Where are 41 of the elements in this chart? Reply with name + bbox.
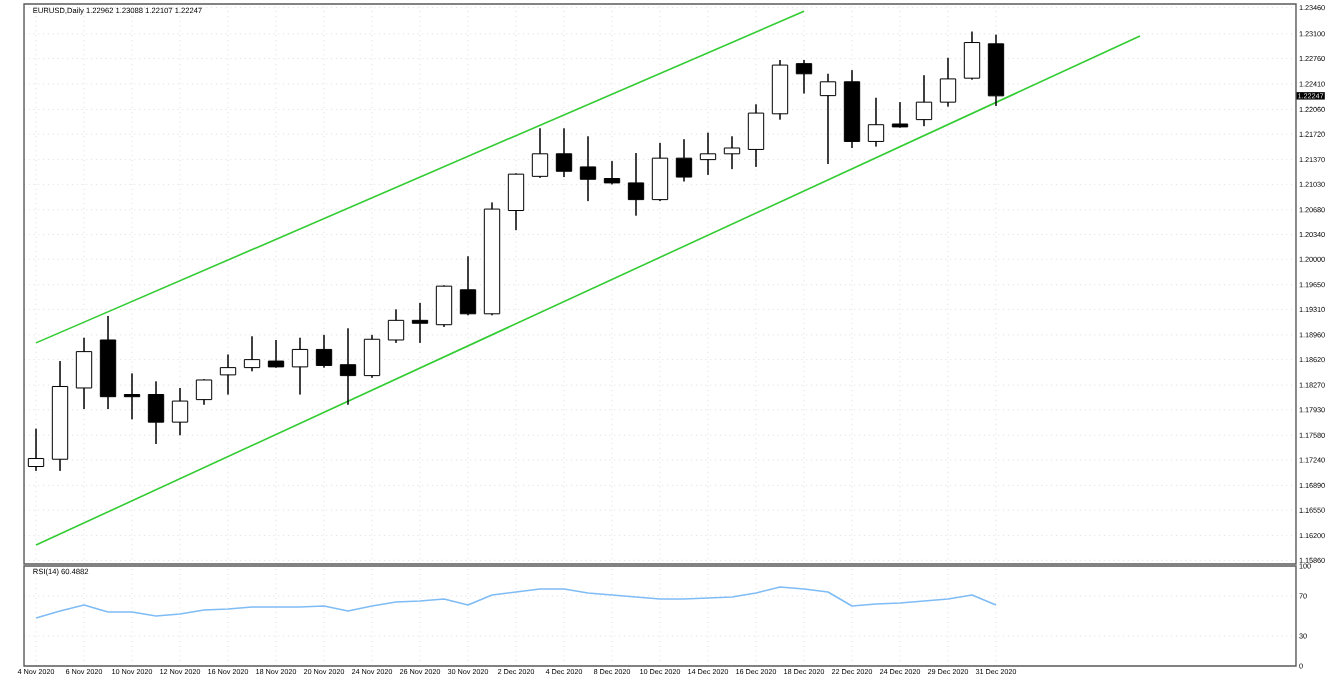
candlestick <box>987 34 1005 107</box>
candlestick <box>579 135 597 202</box>
candlestick <box>795 59 813 94</box>
candlestick <box>315 334 333 369</box>
candlestick <box>51 360 69 472</box>
candlestick <box>555 127 573 178</box>
candlestick <box>195 378 213 406</box>
candlestick <box>915 74 933 127</box>
candlestick <box>819 73 837 165</box>
candlestick <box>891 101 909 129</box>
candlestick <box>483 202 501 316</box>
candlestick <box>387 308 405 344</box>
candlestick <box>531 127 549 179</box>
candlestick <box>963 31 981 81</box>
candlestick <box>699 132 717 176</box>
candlestick <box>939 57 957 108</box>
candlestick <box>267 339 285 369</box>
candlestick <box>291 337 309 396</box>
candlestick <box>651 142 669 202</box>
candlestick <box>435 284 453 328</box>
candlestick <box>27 428 45 472</box>
candlestick <box>507 172 525 231</box>
candlestick <box>843 69 861 149</box>
candlestick <box>339 327 357 406</box>
candlestick <box>459 255 477 316</box>
candlestick <box>771 59 789 121</box>
candlestick <box>75 337 93 410</box>
candlestick <box>411 302 429 344</box>
candlestick <box>171 387 189 436</box>
candlestick <box>627 152 645 217</box>
candlestick <box>243 335 261 372</box>
candlestick <box>363 334 381 379</box>
candlestick <box>675 138 693 182</box>
candlestick <box>747 103 765 168</box>
candlestick <box>603 160 621 185</box>
candlestick <box>723 135 741 170</box>
candlestick <box>99 315 117 410</box>
candlestick <box>219 354 237 396</box>
candlestick <box>147 380 165 445</box>
candlestick <box>123 372 141 420</box>
candlestick <box>867 97 885 148</box>
